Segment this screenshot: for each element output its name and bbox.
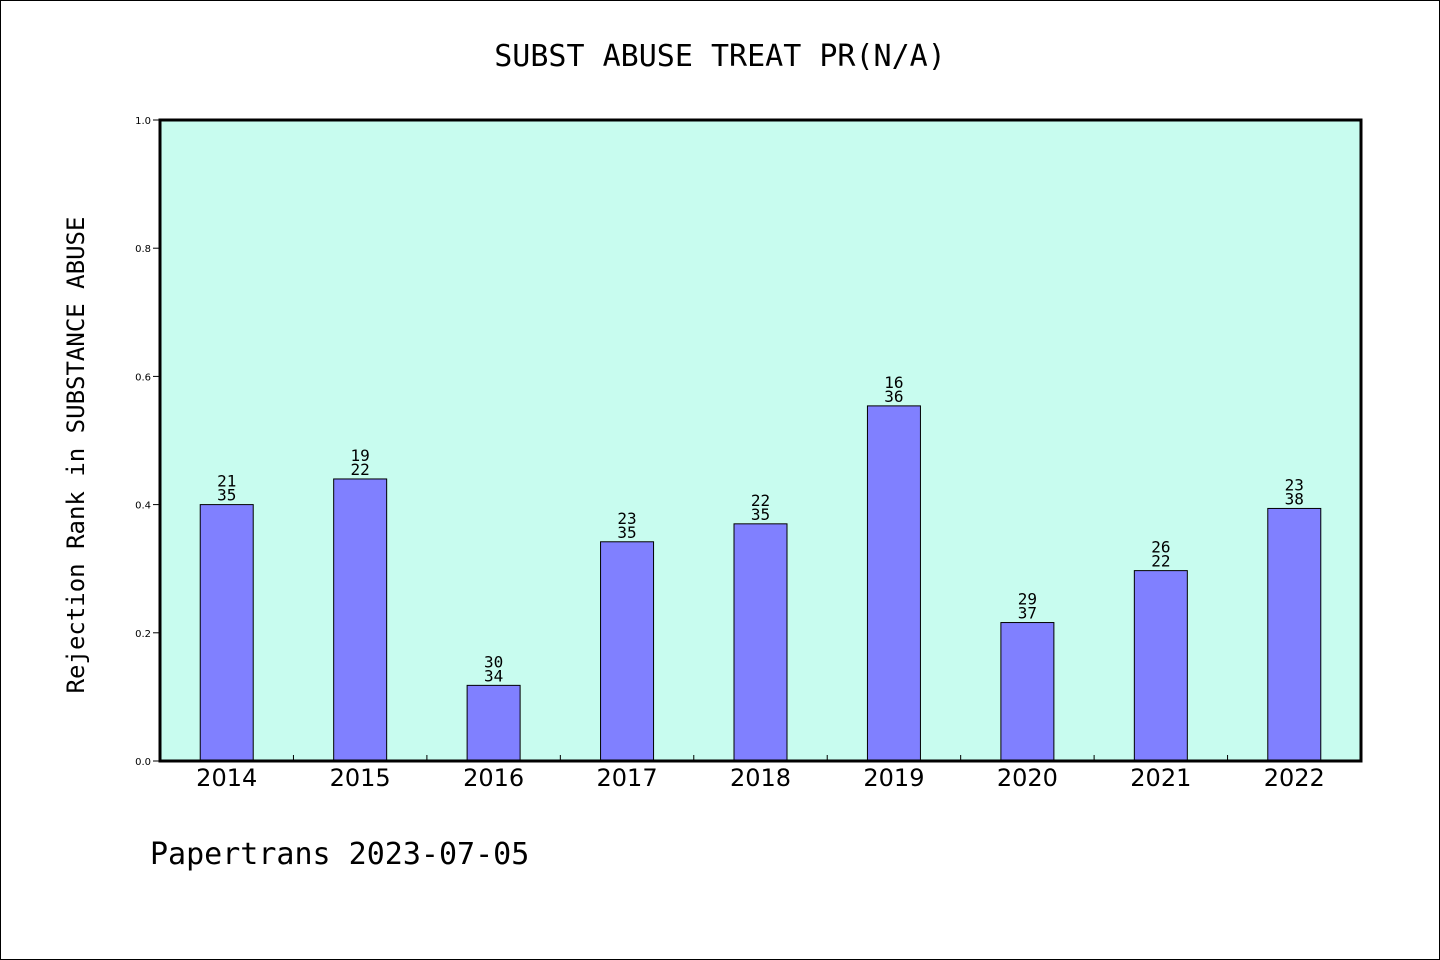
bar-label-top: 22 — [751, 491, 770, 510]
x-tick-label: 2022 — [1264, 764, 1325, 792]
bar-label-bottom: 22 — [1151, 552, 1170, 571]
bar-label-bottom: 35 — [751, 505, 770, 524]
bar-label-top: 30 — [484, 652, 503, 671]
x-tick-label: 2016 — [463, 764, 524, 792]
y-tick-label: 0.6 — [135, 372, 151, 383]
bar-label-top: 23 — [617, 509, 636, 528]
bar — [1133, 570, 1188, 762]
bar-label-top: 21 — [217, 472, 236, 491]
bar — [333, 478, 388, 762]
bar — [1000, 622, 1055, 762]
y-axis-ticks: 0.0 0.2 0.4 0.6 0.8 1.0 — [135, 116, 160, 768]
y-tick-label: 0.0 — [135, 757, 151, 768]
x-tick-label: 2018 — [730, 764, 791, 792]
bar-label-top: 26 — [1151, 538, 1170, 557]
y-axis-label: Rejection Rank in SUBSTANCE ABUSE — [62, 217, 90, 694]
bar — [733, 523, 788, 762]
bar — [466, 684, 521, 762]
x-tick-label: 2021 — [1130, 764, 1191, 792]
bar — [199, 504, 254, 762]
bar-label-bottom: 35 — [617, 523, 636, 542]
x-tick-label: 2020 — [997, 764, 1058, 792]
bar-label-bottom: 35 — [217, 486, 236, 505]
x-tick-label: 2019 — [863, 764, 924, 792]
bar-label-top: 19 — [351, 446, 370, 465]
footer-credit: Papertrans 2023-07-05 — [150, 837, 529, 872]
x-tick-label: 2017 — [597, 764, 658, 792]
y-tick-label: 0.4 — [135, 501, 151, 512]
bar-label-top: 23 — [1285, 475, 1304, 494]
y-tick-label: 0.8 — [135, 244, 151, 255]
x-tick-label: 2015 — [330, 764, 391, 792]
bar — [866, 405, 921, 762]
bar — [1267, 507, 1322, 762]
x-axis-ticks: 2014 2015 2016 2017 2018 2019 2020 2021 2022 — [196, 755, 1325, 792]
bar-label-bottom: 38 — [1285, 489, 1304, 508]
bar-label-bottom: 22 — [351, 460, 370, 479]
bar-label-top: 29 — [1018, 590, 1037, 609]
bar-label-bottom: 34 — [484, 666, 503, 685]
bar-label-top: 16 — [884, 373, 903, 392]
bar-series — [199, 405, 1322, 762]
y-tick-label: 0.2 — [135, 629, 151, 640]
bar-label-bottom: 36 — [884, 387, 903, 406]
bar-label-bottom: 37 — [1018, 604, 1037, 623]
chart-title: SUBST ABUSE TREAT PR(N/A) — [494, 39, 946, 74]
x-tick-label: 2014 — [196, 764, 257, 792]
bar — [600, 541, 655, 762]
y-tick-label: 1.0 — [135, 116, 151, 127]
plot-border — [158, 118, 1363, 763]
